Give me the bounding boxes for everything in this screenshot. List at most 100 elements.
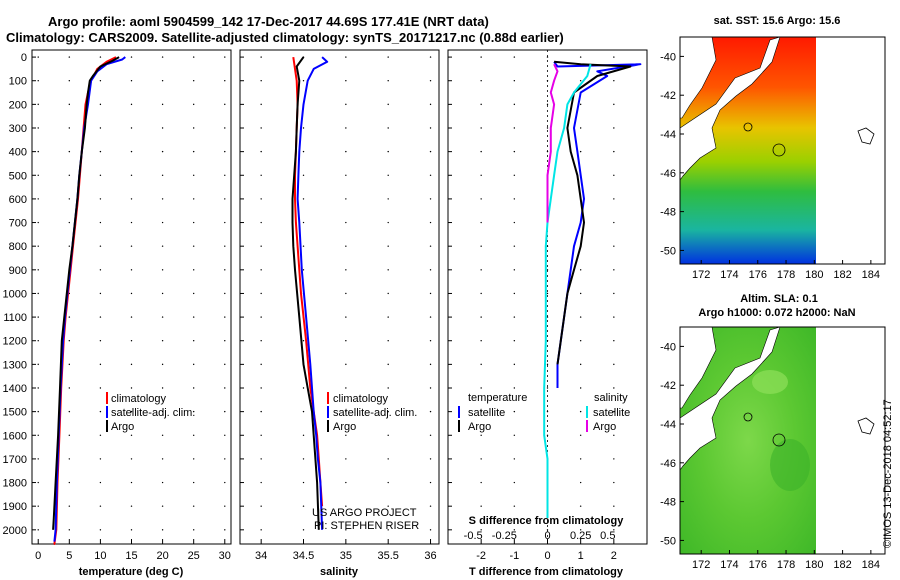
grid-dot [192, 505, 195, 507]
grid-layer [32, 50, 615, 544]
chatham-island [857, 417, 875, 435]
sla-map-frame [679, 326, 886, 555]
grid-dot [99, 410, 102, 413]
grid-dot [480, 56, 482, 58]
grid-dot [429, 269, 432, 271]
grid-dot [37, 363, 39, 366]
title-line-1: Argo profile: aoml 5904599_142 17-Dec-20… [48, 14, 489, 29]
grid-dot [429, 80, 432, 82]
grid-dot [37, 198, 39, 200]
grid-dot [613, 150, 615, 153]
depth-tick-label: 800 [9, 241, 27, 253]
legend-swatch-s-argo [586, 420, 588, 432]
grid-dot [161, 434, 164, 436]
grid-dot [345, 363, 347, 366]
sst-map [679, 36, 886, 265]
map-x-tick-label: 182 [833, 559, 851, 571]
title-line-2: Climatology: CARS2009. Satellite-adjuste… [6, 30, 564, 45]
grid-dot [99, 316, 102, 318]
x-tick-label: 25 [188, 550, 200, 562]
series-line-t-argo [554, 60, 632, 365]
grid-dot [513, 340, 516, 342]
grid-dot [429, 529, 432, 531]
grid-dot [480, 458, 482, 460]
map-x-tick-label: 178 [777, 559, 795, 571]
grid-dot [130, 174, 133, 176]
grid-dot [224, 292, 226, 295]
grid-dot [513, 269, 516, 271]
series-line-s-argo [546, 63, 559, 223]
legend-title-temperature: temperature [468, 392, 527, 404]
depth-tick-label: 1400 [3, 383, 27, 395]
grid-dot [429, 458, 432, 460]
grid-dot [99, 221, 102, 224]
grid-dot [387, 174, 389, 176]
grid-dot [37, 221, 39, 224]
grid-dot [613, 292, 615, 295]
grid-dot [387, 245, 389, 247]
grid-dot [613, 363, 615, 366]
grid-dot [37, 80, 39, 82]
depth-tick-label: 1800 [3, 478, 27, 490]
grid-dot [613, 481, 615, 484]
grid-dot [161, 410, 164, 413]
grid-dot [480, 340, 482, 342]
grid-dot [387, 481, 389, 484]
legend-swatch-climatology [106, 392, 108, 404]
map-y-tick-label: -44 [660, 419, 676, 431]
x-tick-label: 30 [219, 550, 231, 562]
grid-dot [387, 269, 389, 271]
grid-dot [130, 363, 133, 366]
grid-dot [130, 56, 133, 58]
grid-dot [68, 316, 71, 318]
grid-dot [429, 481, 432, 484]
map-x-tick-label: 182 [833, 269, 851, 281]
grid-dot [345, 458, 347, 460]
x-tick-label: 15 [125, 550, 137, 562]
imos-timestamp: ©IMOS 13-Dec-2018 04:52:17 [882, 399, 894, 548]
grid-dot [480, 292, 482, 295]
grid-dot [192, 410, 195, 413]
grid-dot [37, 410, 39, 413]
depth-tick-label: 700 [9, 218, 27, 230]
grid-dot [513, 481, 516, 484]
grid-dot [161, 505, 164, 507]
grid-dot [68, 198, 71, 200]
land-north-island [679, 36, 717, 119]
grid-dot [192, 80, 195, 82]
grid-dot [302, 198, 305, 200]
grid-dot [192, 481, 195, 484]
depth-tick-label: 600 [9, 194, 27, 206]
credit-pi: PI: STEPHEN RISER [314, 520, 419, 532]
map-y-tick-label: -46 [660, 458, 676, 470]
grid-dot [161, 245, 164, 247]
map-y-tick-label: -48 [660, 207, 676, 219]
grid-dot [302, 529, 305, 531]
grid-dot [480, 103, 482, 106]
grid-dot [387, 292, 389, 295]
temperature-xlabel: temperature (deg C) [79, 566, 184, 578]
sla-map-subtitle: Argo h1000: 0.072 h2000: NaN [698, 307, 855, 319]
grid-dot [513, 458, 516, 460]
legend-swatch-argo [327, 420, 329, 432]
grid-dot [513, 505, 516, 507]
map-y-tick-label: -40 [660, 51, 676, 63]
grid-dot [613, 458, 615, 460]
grid-dot [513, 56, 516, 58]
grid-dot [480, 245, 482, 247]
depth-tick-label: 1000 [3, 288, 27, 300]
grid-dot [99, 103, 102, 106]
grid-dot [345, 410, 347, 413]
grid-dot [37, 292, 39, 295]
x-tick-label: 1 [578, 550, 584, 562]
grid-dot [224, 505, 226, 507]
grid-dot [579, 410, 582, 413]
argo-location-marker [772, 143, 786, 157]
grid-dot [513, 410, 516, 413]
grid-dot [130, 198, 133, 200]
grid-dot [429, 434, 432, 436]
grid-dot [513, 103, 516, 106]
grid-dot [513, 221, 516, 224]
map-x-tick-label: 176 [749, 559, 767, 571]
grid-dot [192, 245, 195, 247]
